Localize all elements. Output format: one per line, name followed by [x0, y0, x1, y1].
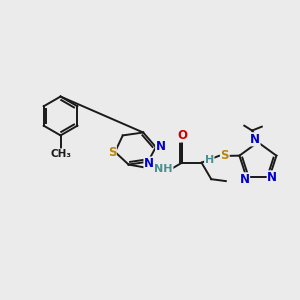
Text: N: N: [267, 171, 277, 184]
Text: S: S: [220, 149, 229, 162]
Text: N: N: [239, 173, 250, 186]
Text: N: N: [250, 133, 260, 146]
Text: H: H: [205, 155, 214, 165]
Text: O: O: [177, 129, 187, 142]
Text: N: N: [144, 157, 154, 170]
Text: CH₃: CH₃: [50, 149, 71, 159]
Text: NH: NH: [154, 164, 173, 174]
Text: S: S: [108, 146, 116, 159]
Text: N: N: [156, 140, 166, 153]
